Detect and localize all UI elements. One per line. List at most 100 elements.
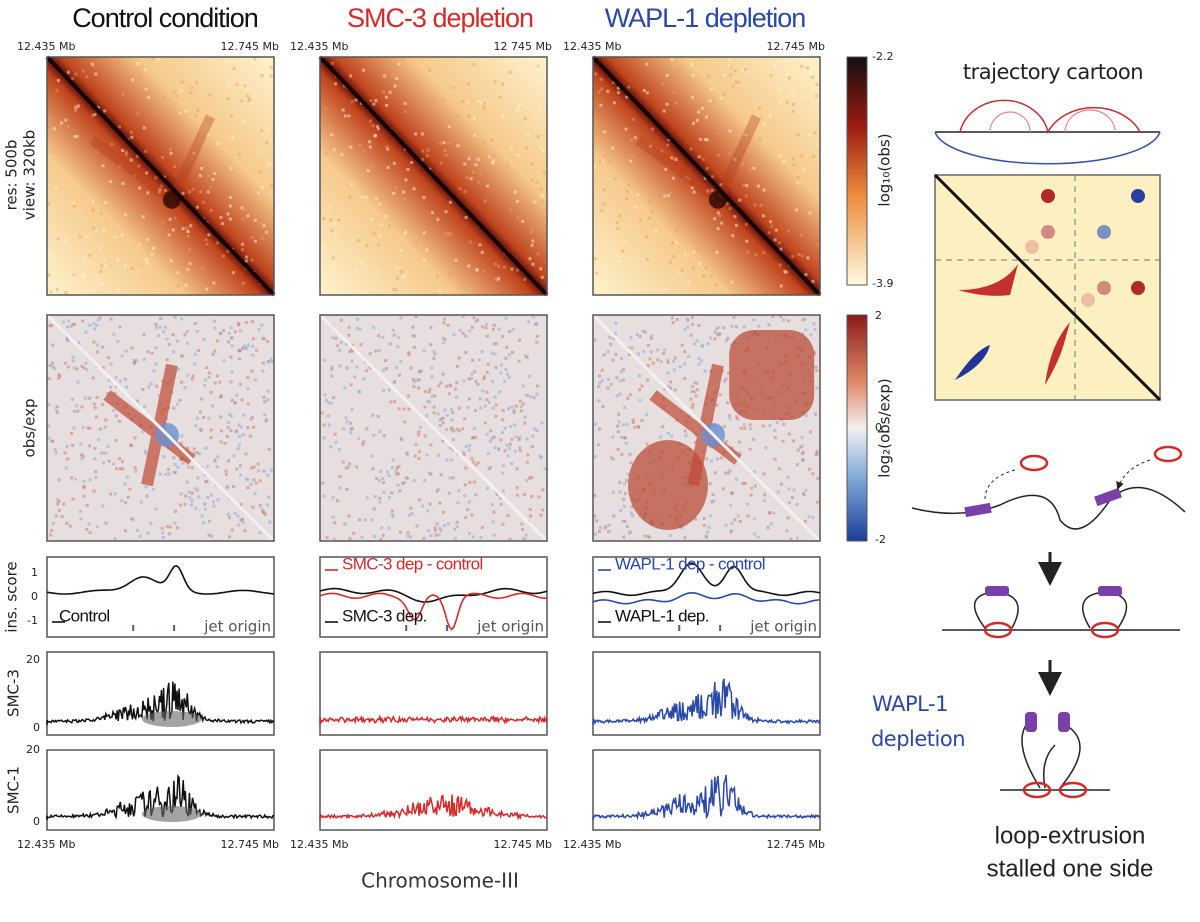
heatmap-noise (209, 185, 213, 189)
heatmap-noise (230, 398, 234, 402)
heatmap-noise (80, 453, 84, 457)
heatmap-noise (511, 351, 515, 355)
heatmap-noise (124, 213, 128, 217)
heatmap-noise (501, 471, 505, 475)
heatmap-noise (358, 518, 362, 522)
heatmap-noise (349, 383, 353, 387)
heatmap-noise (480, 101, 484, 105)
heatmap-noise (241, 433, 245, 437)
heatmap-noise (457, 356, 461, 360)
heatmap-noise (130, 135, 134, 139)
heatmap-noise (415, 378, 419, 382)
condition-label: depletion (871, 727, 965, 751)
heatmap-noise (88, 531, 92, 535)
heatmap-noise (405, 451, 409, 455)
heatmap-noise (697, 110, 701, 114)
panel-frame (319, 56, 548, 296)
heatmap-noise (507, 353, 511, 357)
heatmap-noise (813, 131, 817, 135)
heatmap-noise (157, 190, 161, 194)
heatmap-noise (759, 203, 763, 207)
heatmap-noise (409, 535, 413, 539)
heatmap-noise (64, 466, 68, 470)
heatmap-noise (487, 467, 491, 471)
heatmap-noise (525, 479, 529, 483)
heatmap-noise (462, 450, 466, 454)
heatmap-noise (241, 346, 245, 350)
heatmap-noise (358, 143, 362, 147)
heatmap-noise (237, 423, 241, 427)
heatmap-noise (322, 494, 326, 498)
heatmap-noise (493, 262, 497, 266)
heatmap-noise (675, 240, 679, 244)
heatmap-noise (243, 529, 247, 533)
heatmap-noise (82, 275, 86, 279)
heatmap-noise (365, 243, 369, 247)
heatmap-noise (647, 216, 651, 220)
heatmap-noise (176, 284, 180, 288)
heatmap-noise (172, 456, 176, 460)
heatmap-noise (228, 217, 232, 221)
heatmap-noise (184, 109, 188, 113)
heatmap-noise (813, 412, 817, 416)
heatmap-noise (226, 97, 230, 101)
heatmap-noise (622, 497, 626, 501)
heatmap-noise (397, 472, 401, 476)
colorbar-tick: -2.2 (872, 50, 893, 63)
heatmap-noise (387, 224, 391, 228)
heatmap-noise (428, 387, 432, 391)
panel-frame (319, 556, 548, 638)
heatmap-noise (491, 327, 495, 331)
heatmap-noise (724, 471, 728, 475)
heatmap-noise (347, 514, 351, 518)
heatmap-noise (649, 334, 653, 338)
heatmap-noise (473, 133, 477, 137)
heatmap-noise (685, 317, 689, 321)
heatmap-noise (264, 230, 268, 234)
heatmap-noise (188, 261, 192, 265)
heatmap-noise (51, 343, 55, 347)
heatmap-noise (515, 486, 519, 490)
heatmap-noise (94, 470, 98, 474)
heatmap-noise (348, 350, 352, 354)
heatmap-noise (349, 145, 353, 149)
x-end-label: 12.745 Mb (494, 838, 552, 851)
heatmap-noise (732, 315, 736, 319)
heatmap-noise (237, 323, 241, 327)
heatmap-noise (453, 536, 457, 540)
heatmap-noise (137, 270, 141, 274)
heatmap-noise (642, 89, 646, 93)
heatmap-noise (229, 380, 233, 384)
heatmap-noise (135, 399, 139, 403)
heatmap-noise (181, 191, 185, 195)
heatmap-noise (266, 503, 270, 507)
heatmap-noise (523, 421, 527, 425)
heatmap-noise (501, 114, 505, 118)
heatmap-noise (365, 496, 369, 500)
heatmap-noise (437, 533, 441, 537)
heatmap-noise (171, 333, 175, 337)
heatmap-noise (121, 92, 125, 96)
heatmap-noise (441, 97, 445, 101)
heatmap-noise (471, 171, 475, 175)
heatmap-noise (231, 136, 235, 140)
heatmap-noise (752, 517, 756, 521)
heatmap-noise (609, 455, 613, 459)
panel-frame (46, 314, 275, 542)
heatmap-noise (794, 208, 798, 212)
heatmap-noise (455, 520, 459, 524)
heatmap-noise (492, 159, 496, 163)
heatmap-noise (52, 367, 56, 371)
heatmap-noise (249, 482, 253, 486)
heatmap-noise (524, 533, 528, 537)
heatmap-noise (184, 494, 188, 498)
heatmap-noise (697, 155, 701, 159)
heatmap-noise (399, 530, 403, 534)
heatmap-noise (426, 399, 430, 403)
heatmap-noise (329, 218, 333, 222)
heatmap-noise (81, 319, 85, 323)
heatmap-noise (795, 503, 799, 507)
heatmap-noise (81, 425, 85, 429)
heatmap-noise (534, 117, 538, 121)
heatmap-noise (691, 322, 695, 326)
